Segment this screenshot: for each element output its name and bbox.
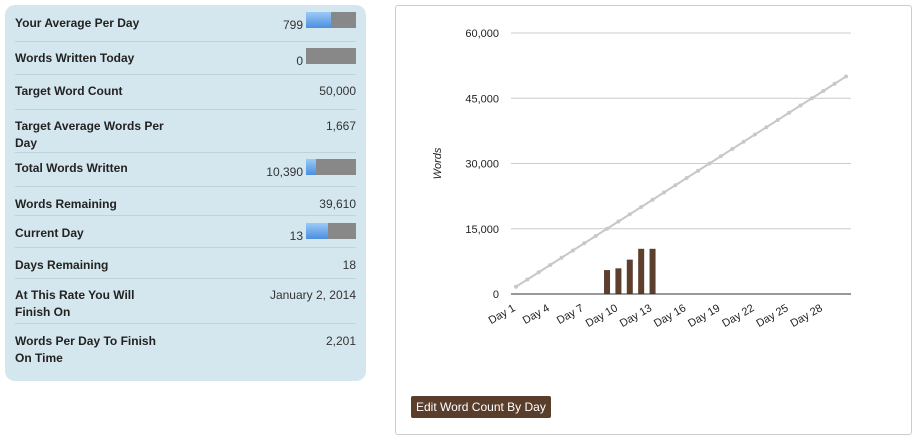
y-tick-label: 60,000 [465, 28, 499, 40]
target-point [844, 74, 848, 79]
target-point [707, 161, 712, 166]
target-point [536, 270, 541, 275]
target-point [570, 248, 575, 253]
stat-row: Target Word Count 50,000 [15, 74, 356, 110]
target-point [775, 118, 780, 122]
edit-word-count-button[interactable]: Edit Word Count By Day [411, 396, 551, 418]
y-tick-label: 45,000 [465, 93, 499, 105]
target-point [684, 175, 689, 180]
target-point [593, 234, 598, 239]
target-point [650, 197, 655, 202]
target-point [787, 110, 792, 115]
progress-bar [306, 159, 356, 175]
x-tick-label: Day 4 [521, 302, 552, 327]
stat-value: 0 [296, 54, 303, 68]
stat-label: At This Rate You Will Finish On [15, 288, 135, 319]
target-point [741, 139, 746, 144]
stat-row: Total Words Written 10,390 [15, 152, 356, 187]
stat-row: At This Rate You Will Finish On January 2… [15, 278, 356, 324]
stat-label: Target Word Count [15, 84, 123, 98]
stat-value: 39,610 [319, 197, 356, 211]
words-bar [649, 248, 656, 294]
y-axis-label: Words [432, 147, 444, 179]
stat-row: Target Average Words Per Day 1,667 [15, 109, 356, 153]
x-tick-label: Day 13 [618, 302, 654, 330]
stat-value: 10,390 [266, 165, 303, 179]
stat-row: Words Remaining 39,610 [15, 186, 356, 216]
target-point [582, 241, 587, 246]
stat-row: Current Day 13 [15, 215, 356, 248]
target-point [639, 205, 644, 209]
target-point [832, 81, 837, 86]
word-count-chart: 60,000 45,000 30,000 15,000 0 Words Day 1 Day 4… [432, 28, 851, 330]
target-point [525, 277, 530, 282]
stat-label: Words Per Day To Finish On Time [15, 334, 156, 365]
x-tick-label: Day 25 [754, 302, 790, 330]
progress-bar [306, 48, 356, 64]
target-point [821, 88, 826, 93]
stat-row: Words Written Today 0 [15, 41, 356, 75]
words-bar [638, 248, 645, 294]
progress-bar-fill [306, 223, 328, 239]
target-point [616, 219, 621, 224]
stat-label: Words Written Today [15, 51, 135, 65]
stat-row: Words Per Day To Finish On Time 2,201 [15, 323, 356, 375]
x-tick-label: Day 10 [584, 302, 620, 330]
x-tick-label: Day 16 [652, 302, 688, 330]
target-point [752, 132, 757, 137]
target-point [809, 96, 814, 101]
x-tick-label: Day 7 [555, 302, 586, 327]
target-point [661, 190, 666, 195]
progress-bar-fill [306, 12, 331, 28]
x-tick-label: Day 19 [686, 302, 722, 330]
stat-label: Target Average Words Per Day [15, 119, 164, 150]
words-bar [604, 270, 611, 294]
stat-label: Days Remaining [15, 258, 109, 272]
stat-value: 50,000 [319, 84, 356, 98]
target-point [514, 284, 518, 289]
x-tick-label: Day 1 [487, 302, 518, 327]
target-line [515, 75, 847, 288]
stats-panel: Your Average Per Day 799 Words Written Tod… [5, 5, 366, 381]
stat-value: January 2, 2014 [269, 288, 356, 302]
y-tick-label: 30,000 [465, 159, 499, 171]
stat-value: 1,667 [325, 119, 356, 133]
stat-value: 18 [342, 258, 356, 272]
target-point [627, 212, 632, 217]
target-point [559, 255, 564, 260]
target-point [548, 262, 553, 267]
target-point [718, 154, 723, 159]
x-tick-label: Day 22 [720, 302, 756, 330]
y-tick-label: 0 [493, 289, 499, 301]
target-point [730, 147, 735, 152]
words-bar [615, 268, 622, 294]
stat-label: Your Average Per Day [15, 16, 140, 30]
x-tick-label: Day 28 [789, 302, 825, 330]
progress-bar [306, 12, 356, 28]
stat-label: Words Remaining [15, 197, 117, 211]
stat-label: Current Day [15, 226, 84, 240]
words-bar [626, 259, 633, 294]
target-point [673, 183, 678, 188]
progress-bar [306, 223, 356, 239]
stat-value: 799 [282, 18, 303, 32]
y-tick-label: 15,000 [465, 224, 499, 236]
progress-bar-fill [306, 159, 316, 175]
target-point [798, 103, 803, 108]
target-point [696, 168, 701, 173]
word-count-chart-panel: 60,000 45,000 30,000 15,000 0 Words Day 1 Day 4… [395, 5, 912, 435]
stat-value: 2,201 [325, 334, 356, 348]
stat-row: Your Average Per Day 799 [15, 5, 356, 42]
stat-row: Days Remaining 18 [15, 247, 356, 279]
target-point [605, 226, 610, 231]
target-point [764, 125, 769, 130]
stat-value: 13 [289, 229, 303, 243]
stat-label: Total Words Written [15, 161, 128, 175]
